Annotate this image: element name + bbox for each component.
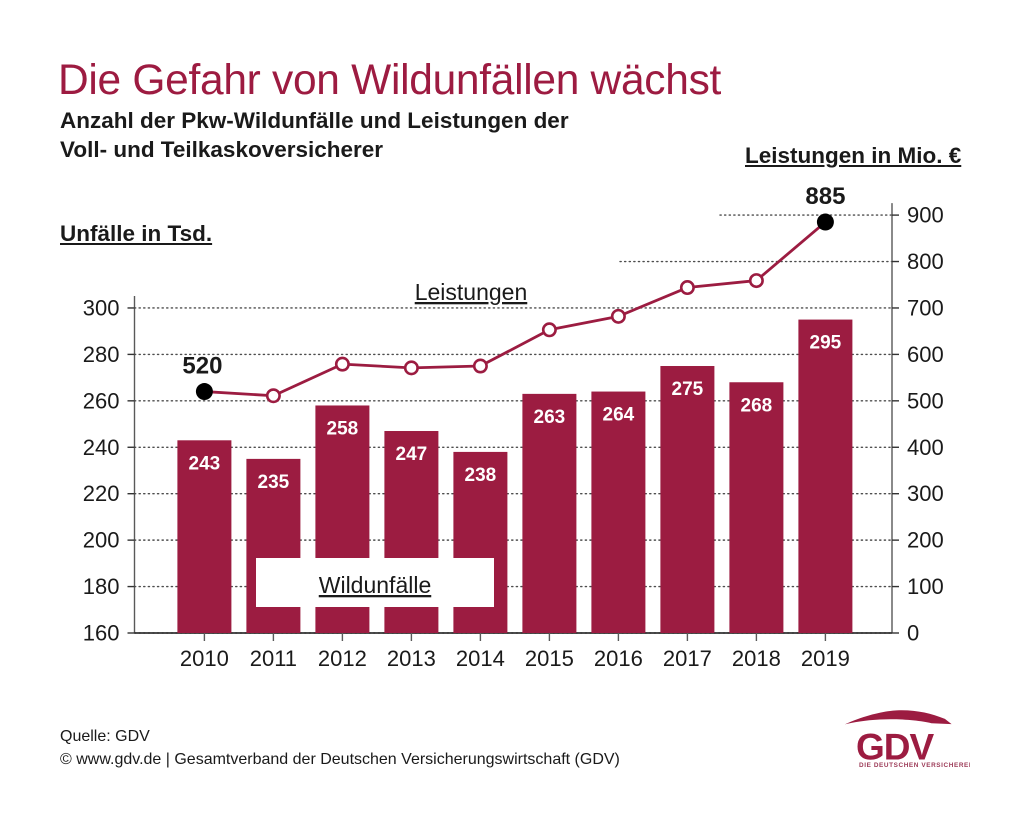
svg-text:243: 243 [189, 453, 221, 474]
svg-text:2014: 2014 [456, 646, 505, 671]
svg-text:268: 268 [741, 395, 773, 416]
svg-text:2010: 2010 [180, 646, 229, 671]
svg-text:2011: 2011 [250, 646, 297, 671]
svg-text:100: 100 [907, 574, 944, 599]
svg-text:295: 295 [810, 333, 842, 354]
svg-text:520: 520 [182, 353, 222, 380]
svg-text:247: 247 [396, 444, 428, 465]
svg-text:300: 300 [83, 295, 120, 320]
svg-text:160: 160 [83, 621, 120, 646]
svg-text:220: 220 [83, 481, 120, 506]
svg-text:200: 200 [907, 528, 944, 553]
svg-text:264: 264 [603, 405, 635, 426]
svg-text:DIE DEUTSCHEN VERSICHERER: DIE DEUTSCHEN VERSICHERER [859, 762, 970, 769]
svg-text:2012: 2012 [318, 646, 367, 671]
svg-text:275: 275 [672, 379, 704, 400]
svg-text:200: 200 [83, 528, 120, 553]
svg-text:258: 258 [327, 418, 359, 439]
svg-text:2019: 2019 [801, 646, 850, 671]
svg-text:235: 235 [258, 472, 290, 493]
svg-text:2015: 2015 [525, 646, 574, 671]
svg-text:Leistungen: Leistungen [415, 279, 528, 305]
svg-text:2013: 2013 [387, 646, 436, 671]
svg-text:2016: 2016 [594, 646, 643, 671]
svg-text:Wildunfälle: Wildunfälle [319, 572, 432, 598]
svg-text:500: 500 [907, 388, 944, 413]
svg-text:238: 238 [465, 465, 497, 486]
svg-text:300: 300 [907, 481, 944, 506]
svg-text:180: 180 [83, 574, 120, 599]
svg-text:280: 280 [83, 342, 120, 367]
svg-text:885: 885 [805, 183, 845, 210]
svg-text:260: 260 [83, 388, 120, 413]
svg-text:600: 600 [907, 342, 944, 367]
svg-text:240: 240 [83, 435, 120, 460]
svg-text:2018: 2018 [732, 646, 781, 671]
svg-text:263: 263 [534, 407, 566, 428]
svg-text:800: 800 [907, 249, 944, 274]
svg-text:0: 0 [907, 621, 919, 646]
svg-text:400: 400 [907, 435, 944, 460]
svg-text:700: 700 [907, 295, 944, 320]
svg-text:2017: 2017 [663, 646, 712, 671]
svg-text:900: 900 [907, 203, 944, 228]
